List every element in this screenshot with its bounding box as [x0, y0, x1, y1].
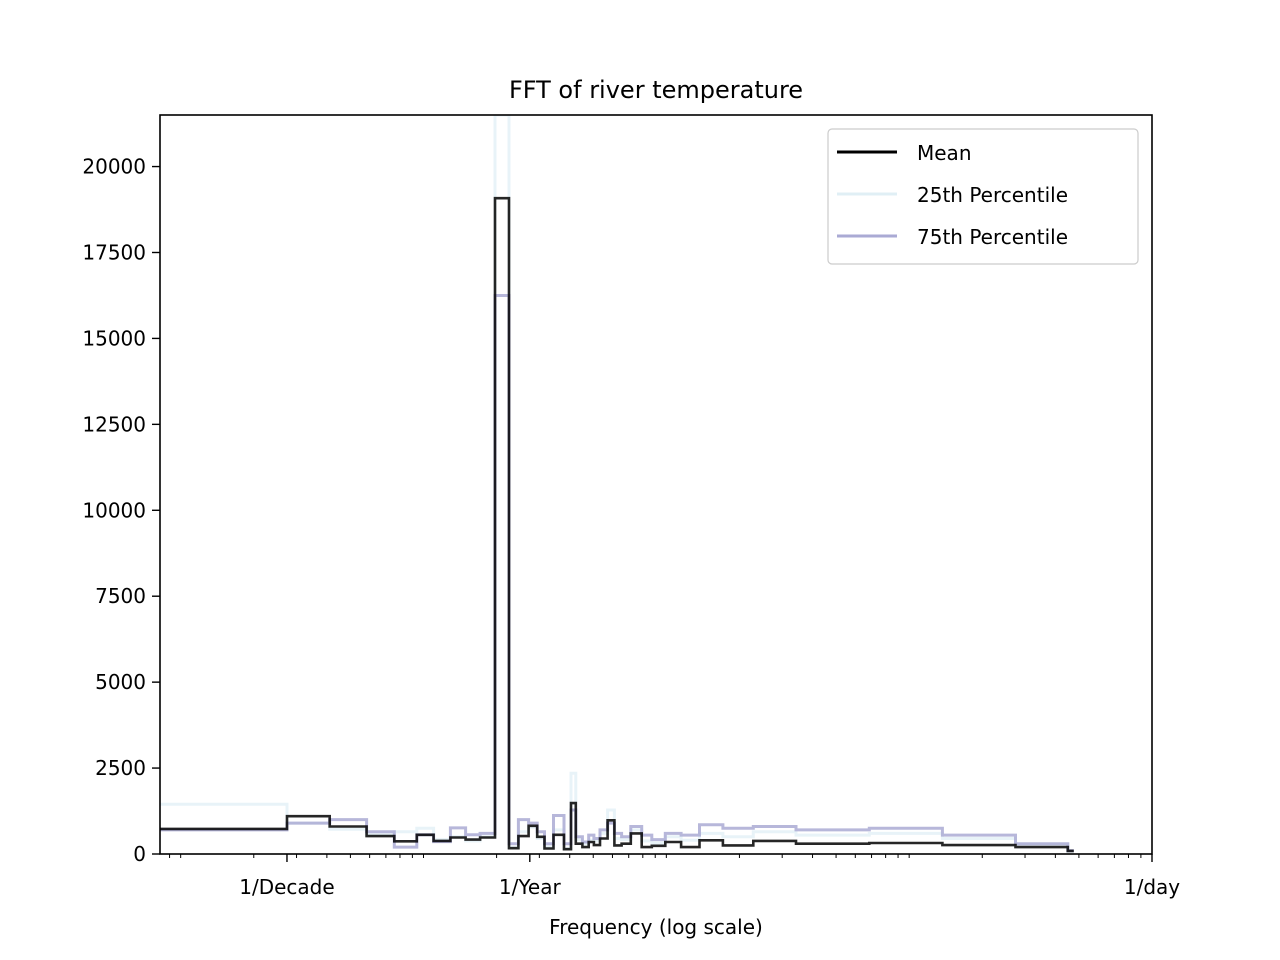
y-tick-label: 2500 [95, 756, 146, 780]
legend: Mean 25th Percentile 75th Percentile [827, 128, 1139, 265]
chart-title: FFT of river temperature [509, 76, 803, 104]
x-tick-label: 1/Year [499, 875, 562, 899]
x-tick-label: 1/day [1124, 875, 1180, 899]
y-axis: 0 2500 5000 7500 10000 12500 15000 17500 20000 [82, 155, 160, 866]
y-tick-label: 0 [133, 842, 146, 866]
x-tick-label: 1/Decade [239, 875, 334, 899]
y-tick-label: 5000 [95, 670, 146, 694]
plot-frame [159, 114, 1153, 855]
y-tick-label: 12500 [82, 412, 146, 436]
legend-label-25th-percentile: 25th Percentile [917, 183, 1068, 207]
y-tick-label: 20000 [82, 155, 146, 179]
y-tick-label: 17500 [82, 240, 146, 264]
legend-box [827, 128, 1139, 265]
x-axis: 1/Decade 1/Year 1/day [169, 854, 1180, 899]
legend-label-mean: Mean [917, 141, 972, 165]
y-tick-label: 15000 [82, 326, 146, 350]
series-line-mean [160, 196, 1074, 853]
x-axis-label: Frequency (log scale) [549, 915, 763, 939]
y-tick-label: 7500 [95, 584, 146, 608]
y-tick-label: 10000 [82, 498, 146, 522]
series-layer [160, 115, 1074, 853]
legend-label-75th-percentile: 75th Percentile [917, 225, 1068, 249]
